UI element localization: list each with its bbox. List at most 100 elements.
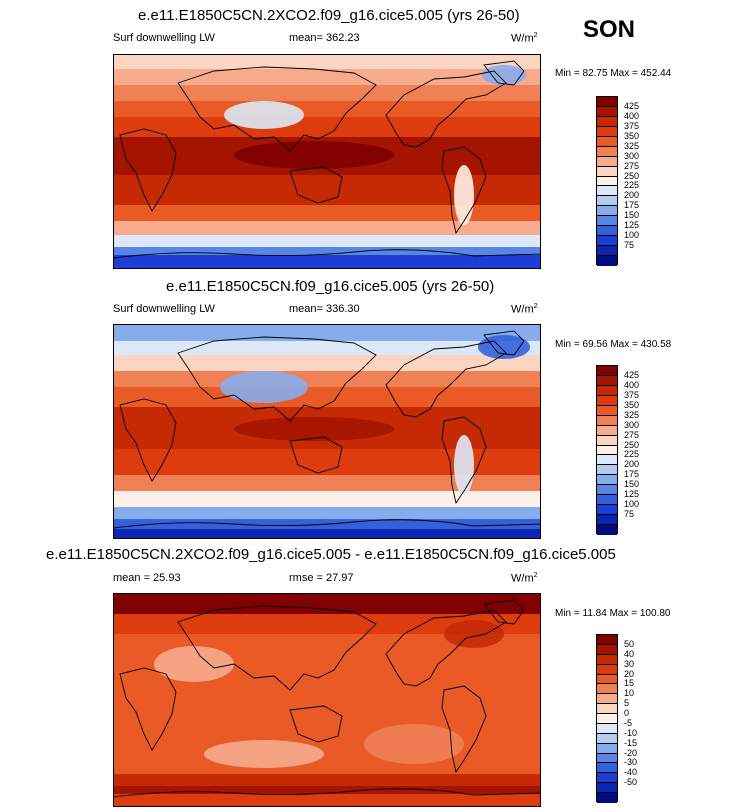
field-anomaly [454, 435, 474, 495]
colorbar-swatch [597, 216, 617, 227]
colorbar-swatch [597, 116, 617, 127]
colorbar-swatch [597, 743, 617, 754]
colorbar-swatch [597, 425, 617, 436]
colorbar-tick-label: 350 [624, 130, 640, 141]
colorbar-tick-label: 350 [624, 399, 640, 410]
colorbar-swatch [597, 126, 617, 137]
colorbar-tick-label: 100 [624, 499, 640, 510]
colorbar-swatch [597, 714, 617, 724]
colorbar-tick-label: 150 [624, 479, 640, 490]
panel2-units: W/m2 [511, 303, 538, 316]
colorbar-tick-label: 300 [624, 419, 640, 430]
coastline [483, 60, 525, 86]
coastline [483, 330, 525, 356]
coastline [441, 146, 487, 235]
colorbar-swatch [597, 206, 617, 217]
field-band [114, 786, 540, 794]
colorbar-swatch [597, 246, 617, 256]
colorbar-tick-label: 275 [624, 429, 640, 440]
colorbar-swatch [597, 196, 617, 207]
colorbar-tick-label: 150 [624, 210, 640, 221]
colorbar-swatch [597, 136, 617, 147]
coastline [289, 705, 343, 743]
colorbar-tick-label: 175 [624, 200, 640, 211]
panel1-title: e.e11.E1850C5CN.2XCO2.f09_g16.cice5.005 … [138, 7, 520, 24]
colorbar-tick-label: 325 [624, 140, 640, 151]
colorbar-tick-label: 15 [624, 678, 635, 689]
colorbar-swatch [597, 674, 617, 685]
colorbar-tick-label: 100 [624, 230, 640, 241]
coastline [119, 398, 177, 482]
season-label: SON [583, 16, 636, 43]
colorbar-swatch [597, 635, 617, 645]
colorbar-swatch [597, 445, 617, 456]
colorbar-tick-label: 0 [624, 708, 630, 719]
coastline [385, 70, 507, 148]
colorbar-swatch [597, 176, 617, 187]
colorbar-swatch [597, 654, 617, 665]
field-band [114, 507, 540, 519]
field-band [114, 449, 540, 475]
colorbar-tick-label: 200 [624, 190, 640, 201]
colorbar-tick-label: 250 [624, 439, 640, 450]
colorbar-tick-label: 400 [624, 110, 640, 121]
colorbar-swatch [597, 405, 617, 416]
panel1-colorbar [596, 96, 618, 266]
panel2-minmax: Min = 69.56 Max = 430.58 [555, 339, 672, 350]
colorbar-tick-label: -50 [624, 777, 638, 788]
colorbar-tick-label: -40 [624, 767, 638, 778]
coastline [385, 609, 507, 687]
panel1-mean-label: mean= 362.23 [289, 32, 360, 44]
colorbar-swatch [597, 366, 617, 376]
field-band [114, 529, 540, 538]
colorbar-swatch [597, 505, 617, 516]
colorbar-swatch [597, 773, 617, 784]
colorbar-tick-label: -5 [624, 717, 633, 728]
field-band [114, 85, 540, 101]
colorbar-swatch [597, 733, 617, 744]
field-band [114, 255, 540, 268]
colorbar-swatch [597, 644, 617, 655]
panel2-variable-label: Surf downwelling LW [113, 303, 215, 315]
colorbar-swatch [597, 395, 617, 406]
field-anomaly [454, 165, 474, 225]
field-anomaly [444, 620, 504, 648]
coastline [289, 436, 343, 474]
colorbar-tick-label: -30 [624, 757, 638, 768]
colorbar-tick-label: 275 [624, 160, 640, 171]
coastline [483, 599, 525, 625]
colorbar-swatch [597, 375, 617, 386]
field-band [114, 235, 540, 247]
panel3-rmse-label: rmse = 27.97 [289, 572, 354, 584]
colorbar-swatch [597, 106, 617, 117]
colorbar-swatch [597, 684, 617, 695]
coastline [119, 128, 177, 212]
coastline [177, 605, 377, 691]
panel1-minmax: Min = 82.75 Max = 452.44 [555, 68, 672, 79]
colorbar-tick-label: 75 [624, 509, 635, 520]
field-anomaly [234, 417, 394, 441]
colorbar-swatch [597, 226, 617, 237]
colorbar-swatch [597, 435, 617, 446]
panel3-colorbar [596, 634, 618, 803]
panel2-title: e.e11.E1850C5CN.f09_g16.cice5.005 (yrs 2… [166, 278, 495, 295]
colorbar-swatch [597, 415, 617, 426]
colorbar-tick-label: 375 [624, 389, 640, 400]
colorbar-tick-label: -20 [624, 747, 638, 758]
panel1-map [113, 54, 541, 269]
panel3-title: e.e11.E1850C5CN.2XCO2.f09_g16.cice5.005 … [46, 546, 616, 563]
colorbar-swatch [597, 793, 617, 803]
field-anomaly [154, 646, 234, 682]
field-band [114, 491, 540, 507]
colorbar-tick-label: 175 [624, 469, 640, 480]
panel1-variable-label: Surf downwelling LW [113, 32, 215, 44]
colorbar-swatch [597, 156, 617, 167]
panel2-map [113, 324, 541, 539]
panel3-minmax: Min = 11.84 Max = 100.80 [555, 608, 671, 619]
panel3-map [113, 593, 541, 807]
colorbar-tick-label: 325 [624, 409, 640, 420]
colorbar-tick-label: 50 [624, 638, 635, 649]
coastline [441, 685, 487, 774]
coastline [441, 416, 487, 505]
colorbar-tick-label: 250 [624, 170, 640, 181]
